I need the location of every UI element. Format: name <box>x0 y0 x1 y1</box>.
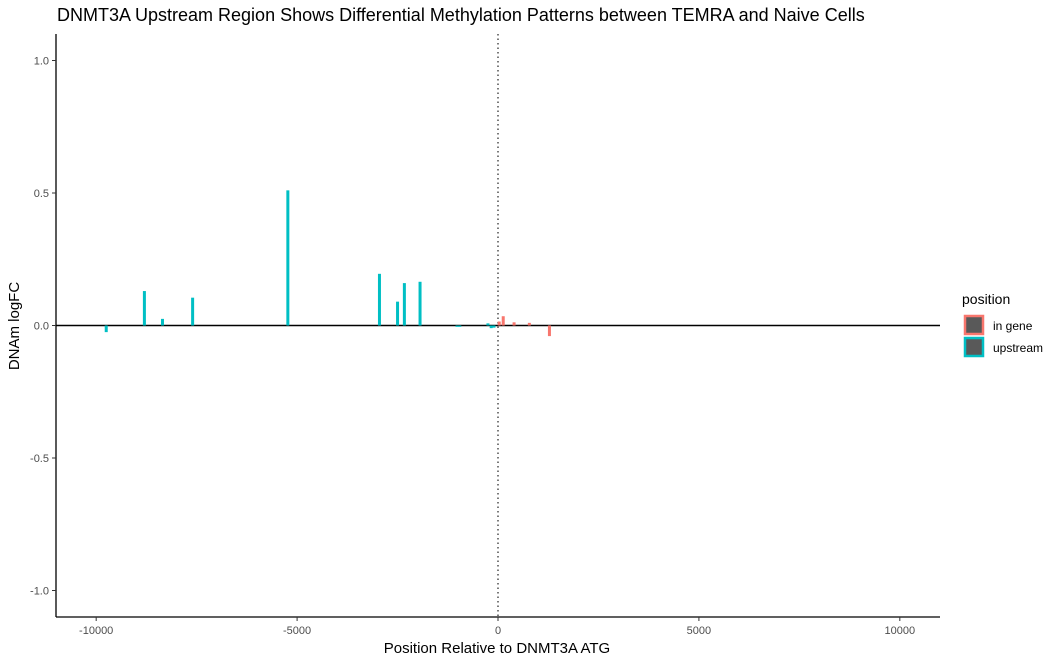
legend-title: position <box>962 291 1010 307</box>
y-tick-label: -1.0 <box>30 586 49 598</box>
legend-key-upstream <box>963 336 985 358</box>
y-tick-label: 0.0 <box>34 321 49 333</box>
bar-in-gene <box>512 322 516 326</box>
bar-upstream <box>160 318 164 326</box>
legend-item-upstream: upstream <box>963 336 1043 358</box>
chart-title: DNMT3A Upstream Region Shows Differentia… <box>57 5 865 25</box>
bar-upstream <box>104 325 108 333</box>
bar-upstream <box>489 325 493 329</box>
x-tick-label: -10000 <box>79 625 113 637</box>
bar-upstream <box>286 190 290 326</box>
axes: -10000 -5000 0 5000 10000 -1.0 -0.5 0.0 0.5 1.0 <box>30 34 940 637</box>
x-tick-label: 0 <box>495 625 501 637</box>
x-tick-label: 5000 <box>687 625 711 637</box>
bar-upstream <box>486 323 490 326</box>
legend-key-in-gene <box>963 314 985 336</box>
bar-in-gene <box>547 325 551 337</box>
plot-area <box>56 34 940 617</box>
bar-upstream <box>458 325 462 327</box>
bar-upstream <box>142 291 146 326</box>
bar-upstream <box>492 325 496 328</box>
legend-item-in-gene: in gene <box>963 314 1033 336</box>
bar-in-gene <box>527 322 531 326</box>
bar-upstream <box>402 283 406 326</box>
bar-upstream <box>377 273 381 326</box>
y-axis-title: DNAm logFC <box>6 282 23 371</box>
bar-upstream <box>396 301 400 326</box>
legend: position in gene upstream <box>962 291 1043 358</box>
bar-in-gene <box>501 316 505 326</box>
x-tick-label: 10000 <box>885 625 916 637</box>
y-tick-label: -0.5 <box>30 453 49 465</box>
x-axis-title: Position Relative to DNMT3A ATG <box>384 640 610 657</box>
legend-label-upstream: upstream <box>993 341 1043 355</box>
legend-items: in gene upstream <box>963 314 1043 358</box>
legend-label-in-gene: in gene <box>993 319 1033 333</box>
bar-in-gene <box>497 321 501 326</box>
bar-upstream <box>191 297 195 326</box>
y-tick-label: 1.0 <box>34 56 49 68</box>
bar-upstream <box>455 325 459 327</box>
bar-upstream <box>418 281 422 326</box>
y-tick-label: 0.5 <box>34 188 49 200</box>
x-tick-label: -5000 <box>283 625 311 637</box>
